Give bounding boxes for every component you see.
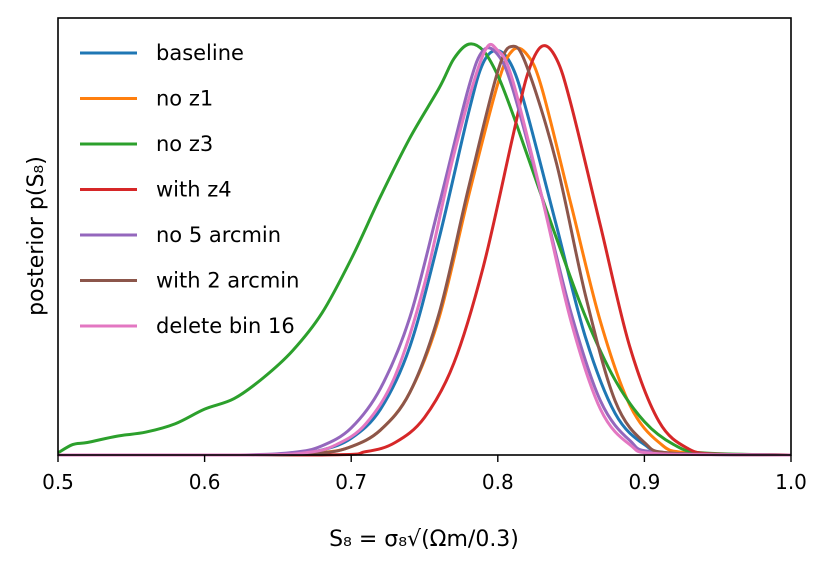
- legend-label: no z3: [156, 132, 213, 156]
- plot-frame: [57, 17, 792, 456]
- x-tick-label: 0.5: [42, 470, 74, 494]
- legend-label: with 2 arcmin: [156, 269, 299, 293]
- x-tick-label: 0.8: [482, 470, 514, 494]
- x-tick-label: 0.6: [189, 470, 221, 494]
- series-line-with-2-arcmin: [57, 44, 792, 457]
- legend-label: delete bin 16: [156, 314, 295, 338]
- x-tick-label: 0.9: [628, 470, 660, 494]
- x-axis-label: S₈ = σ₈√(Ωm/0.3): [329, 527, 519, 552]
- series-line-no-z3: [57, 42, 792, 457]
- series-line-no-5-arcmin: [57, 46, 792, 457]
- legend-label: no z1: [156, 87, 213, 111]
- legend-label: baseline: [156, 41, 244, 65]
- x-tick-label: 1.0: [775, 470, 807, 494]
- series-line-with-z4: [57, 44, 792, 457]
- legend: baseline no z1 no z3 with z4 no 5 arcmin with…: [80, 41, 299, 338]
- x-axis-ticks: 0.5 0.6 0.7 0.8 0.9 1.0: [42, 455, 807, 494]
- x-tick-label: 0.7: [335, 470, 367, 494]
- series-line-delete-bin-16: [57, 43, 792, 457]
- legend-label: no 5 arcmin: [156, 223, 281, 247]
- series-lines: [57, 42, 792, 457]
- y-axis-label: posterior p(S₈): [24, 156, 49, 316]
- legend-label: with z4: [156, 178, 232, 202]
